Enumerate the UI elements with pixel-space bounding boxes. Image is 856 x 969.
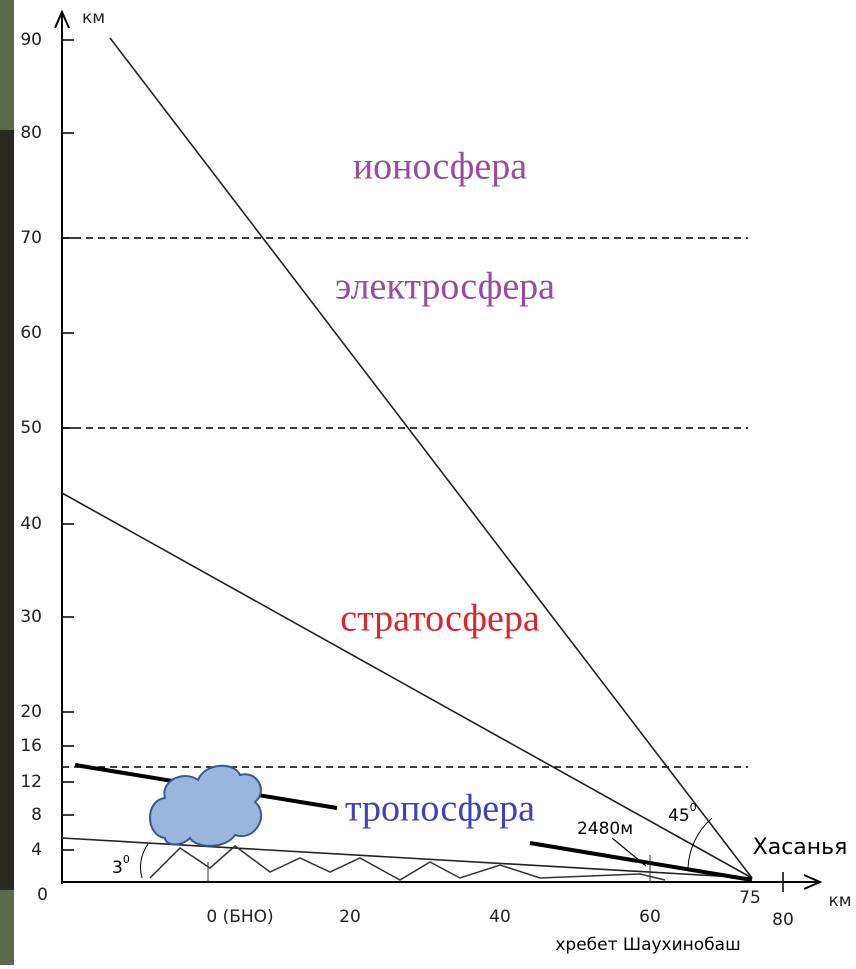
angle-arc [141,844,148,878]
annotation: 30 [112,853,130,878]
annotation: 3 [112,858,123,878]
y-tick-label: 12 [20,772,42,792]
y-tick-label: 50 [20,418,42,438]
layer-label: ионосфера [353,146,527,188]
annotation: 45 [668,806,690,826]
layer-label: стратосфера [340,598,540,640]
y-tick-label: 40 [20,514,42,534]
x-tick-label: 0 (БНО) [206,907,273,927]
y-tick-label: 16 [20,736,42,756]
cloud [150,766,261,846]
y-tick-label: 4 [31,840,42,860]
y-tick-label: 70 [20,228,42,248]
y-unit: км [82,8,105,28]
annotation: 450 [668,801,697,826]
y-tick-label: 30 [20,607,42,627]
x-unit: км [828,891,851,911]
ridge-label: хребет Шаухинобаш [555,935,740,955]
y-tick-label: 60 [20,323,42,343]
angle-arc [688,818,712,868]
layer-label: электросфера [335,266,555,308]
x-tick-label: 80 [772,910,794,930]
y-tick-label: 90 [20,30,42,50]
annotation: 0 [123,853,130,866]
y-tick-label: 0 [37,885,48,905]
diagram: км км ионосфера электросфера стратосфера… [0,0,856,965]
x-tick-label: 60 [639,907,661,927]
place-label: Хасанья [753,835,848,860]
layer-bounds [62,238,748,767]
pointer [612,838,646,866]
x-tick-label: 20 [339,907,361,927]
y-tick-label: 20 [20,702,42,722]
background-strip [0,130,14,890]
y-tick-label: 8 [31,805,42,825]
annotation: 0 [690,801,697,814]
x-tick-label: 75 [739,888,761,908]
y-tick-label: 80 [20,123,42,143]
x-tick-label: 40 [489,907,511,927]
layer-label: тропосфера [345,788,535,830]
annotation: 2480м [577,819,633,839]
